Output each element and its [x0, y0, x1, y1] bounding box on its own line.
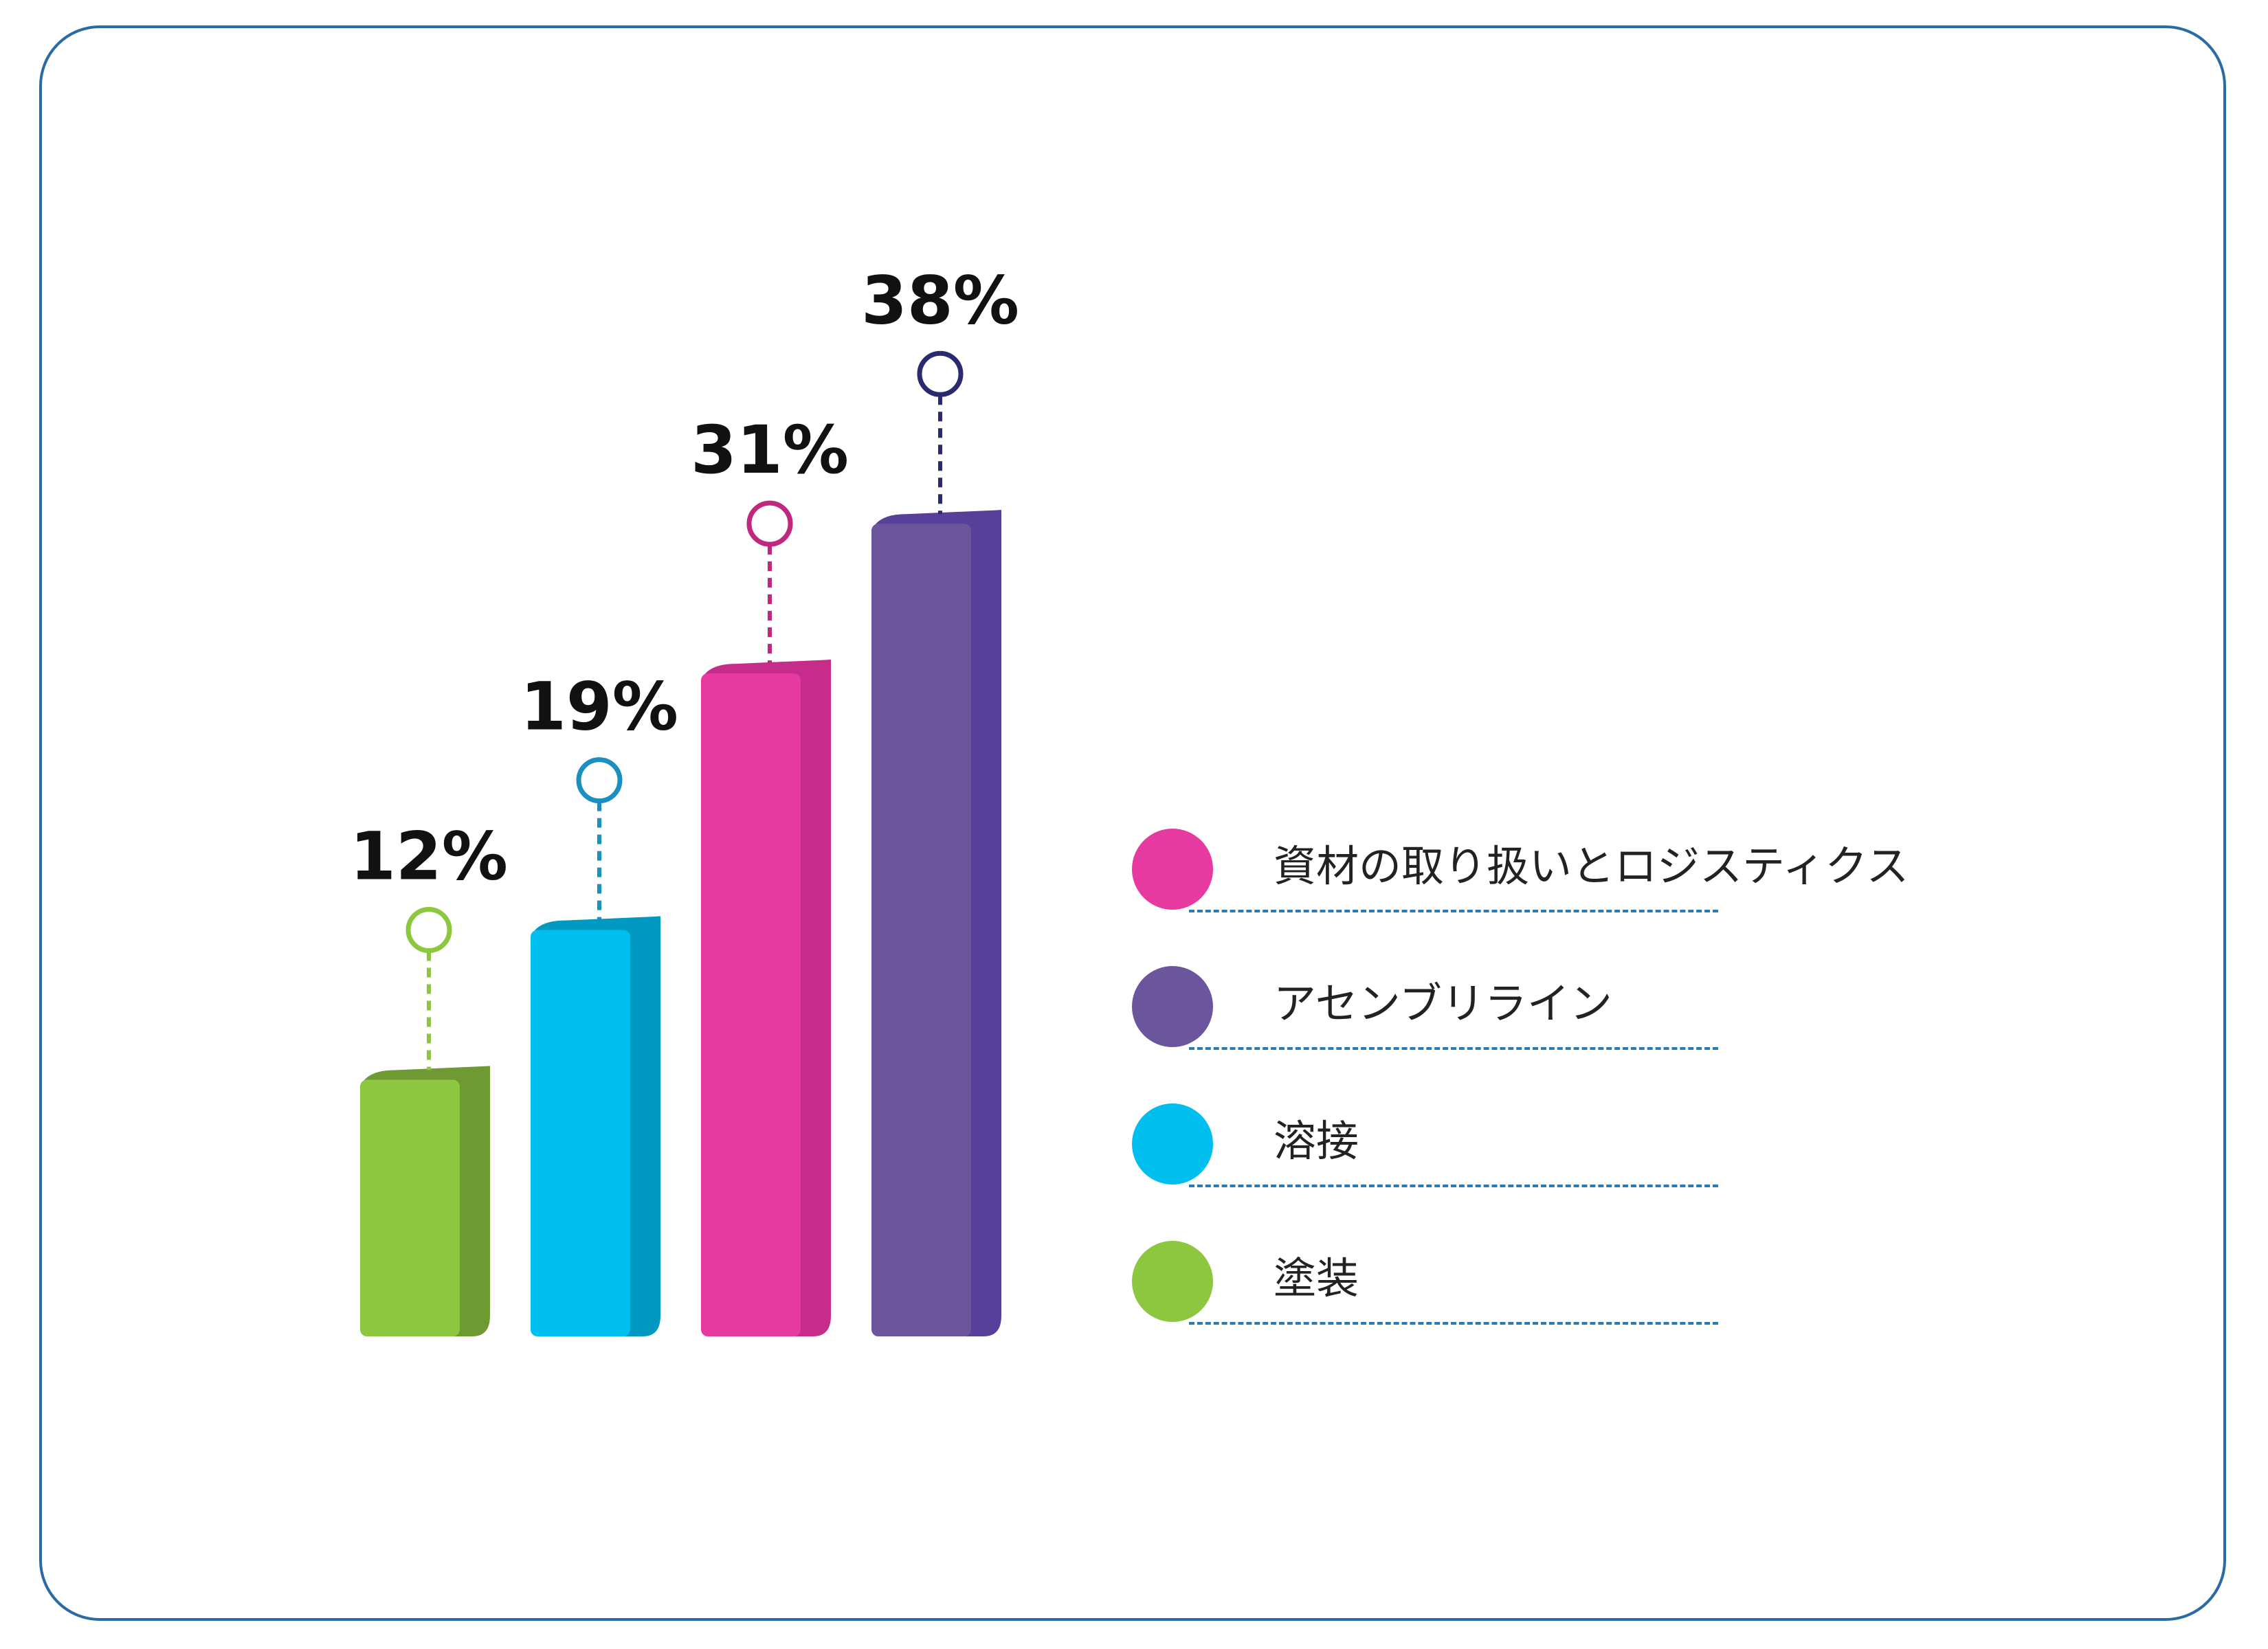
bar-side [795, 660, 831, 1336]
legend: 資材の取り扱いとロジスティクス アセンブリライン 溶接 塗装 [1113, 811, 1938, 1360]
bar [871, 524, 971, 1336]
legend-divider [1189, 1322, 1718, 1325]
legend-item: 資材の取り扱いとロジスティクス [1113, 811, 1938, 948]
value-label: 38% [861, 262, 1019, 339]
legend-label: 資材の取り扱いとロジスティクス [1274, 841, 1909, 891]
legend-item: アセンブリライン [1113, 948, 1938, 1086]
value-marker [405, 907, 452, 953]
legend-label: 溶接 [1274, 1116, 1359, 1166]
bar-side [454, 1066, 490, 1336]
legend-swatch [1132, 829, 1213, 910]
bar [360, 1079, 460, 1336]
legend-item: 塗装 [1113, 1223, 1938, 1360]
value-marker [917, 350, 964, 397]
legend-swatch [1132, 966, 1213, 1047]
legend-divider [1189, 1047, 1718, 1050]
value-marker [576, 757, 623, 804]
bar-side [625, 916, 660, 1336]
bar [701, 673, 801, 1336]
value-label: 31% [691, 412, 849, 489]
legend-swatch [1132, 1103, 1213, 1185]
legend-divider [1189, 910, 1718, 912]
value-label: 19% [520, 669, 678, 745]
bar [531, 930, 630, 1336]
legend-divider [1189, 1185, 1718, 1187]
chart-frame [39, 25, 2226, 1621]
legend-label: アセンブリライン [1274, 978, 1612, 1029]
bar-side [966, 510, 1001, 1336]
value-marker [746, 500, 793, 547]
legend-item: 溶接 [1113, 1086, 1938, 1223]
legend-label: 塗装 [1274, 1253, 1359, 1303]
value-label: 12% [350, 818, 508, 895]
legend-swatch [1132, 1241, 1213, 1322]
